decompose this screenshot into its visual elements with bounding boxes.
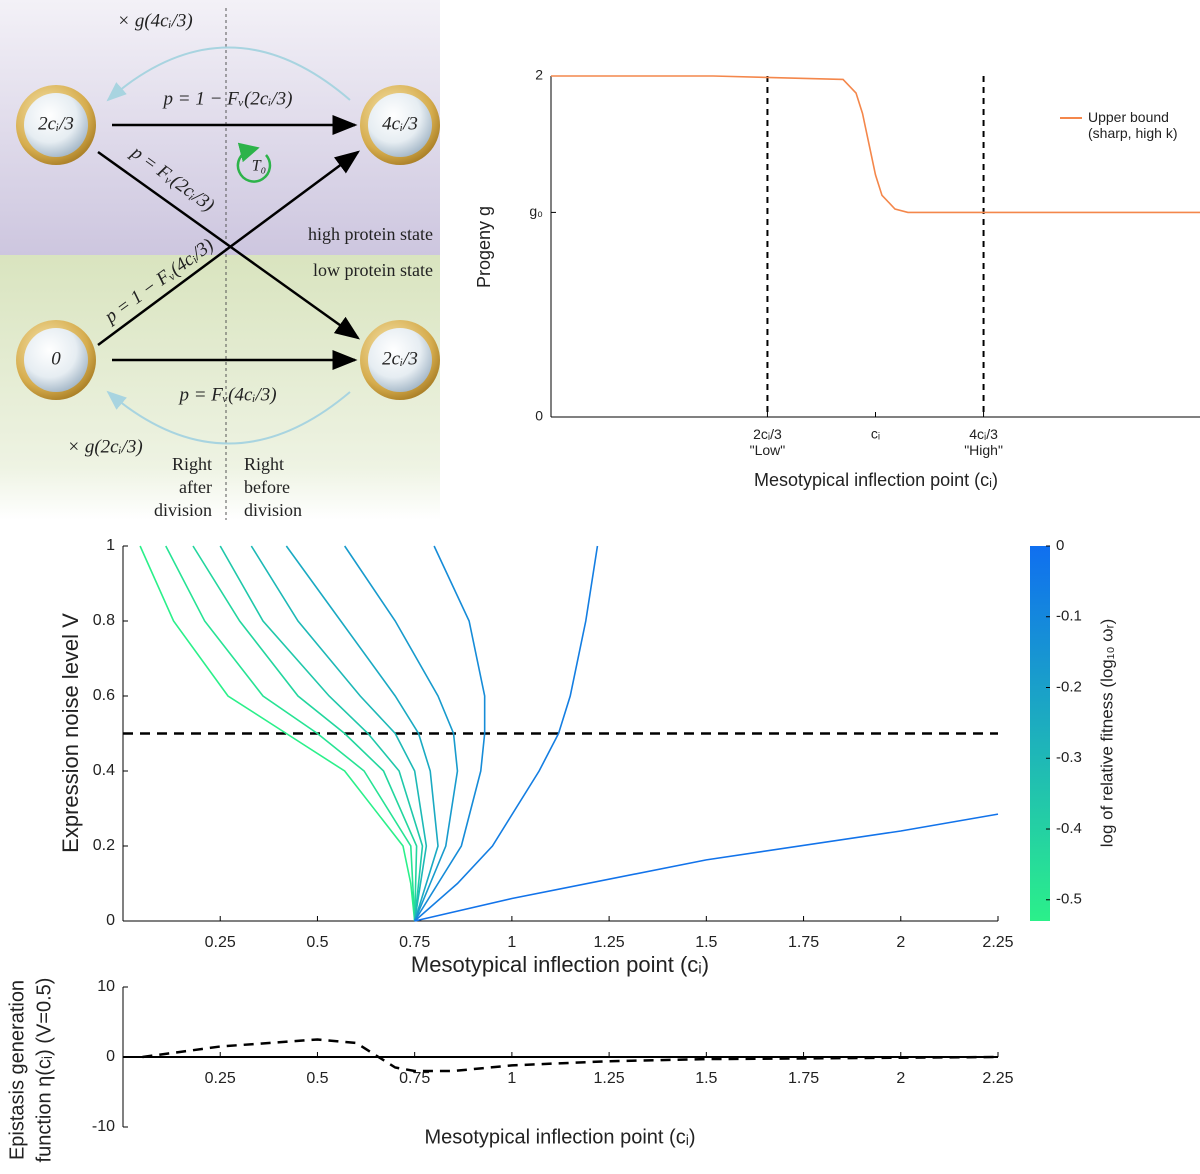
colorbar-tick-label: -0.1 <box>1056 608 1082 625</box>
y-tick-label: 0.4 <box>93 762 115 779</box>
cycle-arrow <box>236 142 272 183</box>
timepoint-label: division <box>244 500 302 520</box>
x-axis-label: Mesotypical inflection point (cᵢ) <box>424 1126 695 1148</box>
arrow <box>97 150 361 347</box>
x-tick-label: cᵢ <box>871 426 880 442</box>
y-tick-label: 0.8 <box>93 612 115 629</box>
legend-label: Upper bound (sharp, high k) <box>1088 109 1177 141</box>
arrow <box>97 150 361 340</box>
x-tick-label: 1.5 <box>695 1070 717 1087</box>
colorbar <box>1030 546 1050 921</box>
line-series <box>192 545 418 922</box>
y-tick-label: 10 <box>97 978 115 995</box>
x-tick-label: 2 <box>896 934 905 951</box>
x-tick-label: 4cᵢ/3 "High" <box>964 426 1003 458</box>
cycle-label: T₀ <box>252 158 266 175</box>
x-tick-label: 1.25 <box>594 934 625 951</box>
line-series <box>250 545 428 922</box>
line-series <box>551 75 1200 214</box>
node <box>360 85 440 165</box>
timepoint-label: after <box>179 477 212 497</box>
line-series <box>344 545 459 922</box>
x-tick-label: 0.75 <box>399 934 430 951</box>
x-tick-label: 1 <box>507 934 516 951</box>
colorbar-tick-label: 0 <box>1056 537 1064 554</box>
x-tick-label: 0.75 <box>399 1070 430 1087</box>
y-tick-label: 2 <box>535 67 543 83</box>
colorbar-tick-label: -0.5 <box>1056 891 1082 908</box>
diagram: 2cᵢ/3 4cᵢ/3 0 2cᵢ/3 × g(4cᵢ/3) × g(2cᵢ/3… <box>0 0 440 520</box>
y-tick-label: 0.6 <box>93 687 115 704</box>
line-series <box>219 545 424 922</box>
node <box>16 85 96 165</box>
node-label: 0 <box>51 348 61 369</box>
y-axis-label: Expression noise level V <box>58 613 83 853</box>
x-tick-label: 2cᵢ/3 "Low" <box>750 426 786 458</box>
colorbar-tick-label: -0.3 <box>1056 749 1082 766</box>
region-label: low protein state <box>313 260 433 280</box>
timepoint-label: before <box>244 477 290 497</box>
timepoint-label: Right <box>172 454 212 474</box>
y-tick-label: 0 <box>535 408 543 424</box>
line-series <box>413 545 486 922</box>
x-tick-label: 1.5 <box>695 934 717 951</box>
x-tick-label: 2 <box>896 1070 905 1087</box>
x-tick-label: 0.25 <box>205 934 236 951</box>
x-tick-label: 2.25 <box>982 1070 1013 1087</box>
top-loop <box>106 46 351 102</box>
node-label: 2cᵢ/3 <box>38 113 74 134</box>
node <box>16 320 96 400</box>
x-tick-label: 1.75 <box>788 1070 819 1087</box>
colorbar-tick-label: -0.4 <box>1056 820 1082 837</box>
x-axis-label: Mesotypical inflection point (cᵢ) <box>754 470 998 490</box>
loop-label: × g(4cᵢ/3) <box>117 10 192 31</box>
x-tick-label: 1.25 <box>594 1070 625 1087</box>
x-tick-label: 0.5 <box>306 934 328 951</box>
node <box>360 320 440 400</box>
x-tick-label: 0.5 <box>306 1070 328 1087</box>
y-axis-label: Progeny g <box>474 206 494 288</box>
y-tick-label: 0 <box>106 912 115 929</box>
y-tick-label: -10 <box>92 1118 115 1135</box>
y-tick-label: g₀ <box>529 203 543 219</box>
region-label: high protein state <box>308 224 433 244</box>
node-label: 4cᵢ/3 <box>382 113 418 134</box>
y-tick-label: 0 <box>106 1048 115 1065</box>
y-axis-label: Epistasis generation <box>6 980 28 1160</box>
x-tick-label: 1 <box>507 1070 516 1087</box>
edge-label: p = 1 − Fᵥ(2cᵢ/3) <box>162 88 293 109</box>
x-tick-label: 2.25 <box>982 934 1013 951</box>
x-tick-label: 0.25 <box>205 1070 236 1087</box>
y-axis-label: function η(cᵢ) (V=0.5) <box>33 978 55 1163</box>
line-series <box>285 545 439 922</box>
bottom-loop <box>106 390 351 445</box>
x-axis-label: Mesotypical inflection point (cᵢ) <box>411 952 709 977</box>
line-series <box>139 545 416 922</box>
line-series <box>165 545 416 922</box>
colorbar-tick-label: -0.2 <box>1056 678 1082 695</box>
timepoint-label: Right <box>244 454 284 474</box>
line-series <box>414 545 599 922</box>
line-series <box>142 1038 999 1073</box>
loop-label: × g(2cᵢ/3) <box>67 436 142 457</box>
y-tick-label: 1 <box>106 537 115 554</box>
x-tick-label: 1.75 <box>788 934 819 951</box>
edge-label: p = Fᵥ(4cᵢ/3) <box>177 384 276 405</box>
line-series <box>414 813 999 922</box>
y-tick-label: 0.2 <box>93 837 115 854</box>
timepoint-label: division <box>154 500 212 520</box>
node-label: 2cᵢ/3 <box>382 348 418 369</box>
colorbar-label: log of relative fitness (log₁₀ ωᵣ) <box>1097 619 1116 848</box>
